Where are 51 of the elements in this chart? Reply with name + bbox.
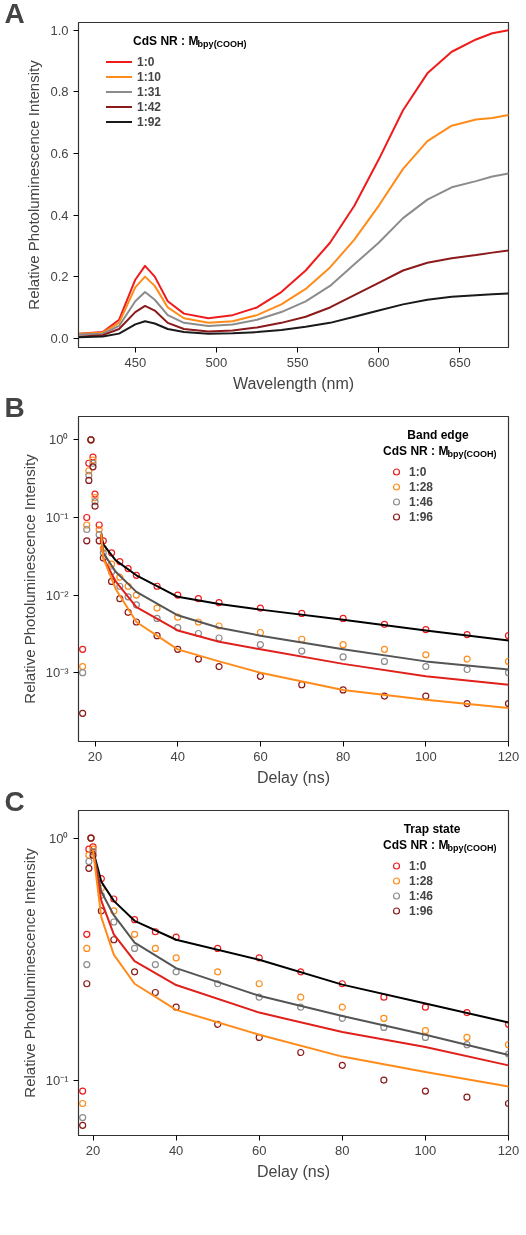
x-tick-label: 600 <box>367 354 390 370</box>
y-tick-label: 0.6 <box>50 145 69 161</box>
x-tick-label: 40 <box>170 748 185 764</box>
y-tick-label: 10⁻¹ <box>45 1072 70 1088</box>
legend-label: 1:96 <box>409 509 434 524</box>
y-tick-label: 10⁻¹ <box>45 509 70 525</box>
x-tick-label: 20 <box>87 748 103 764</box>
legend-label: 1:46 <box>409 494 434 509</box>
x-tick-label: 120 <box>497 1142 520 1158</box>
x-tick-label: 60 <box>253 748 268 764</box>
x-axis-title: Delay (ns) <box>257 1162 330 1180</box>
legend-label: 1:92 <box>137 114 162 129</box>
x-tick-label: 40 <box>168 1142 184 1158</box>
y-axis-title: Relative Photoluminescence Intensity <box>20 453 38 704</box>
x-tick-label: 650 <box>448 354 471 370</box>
x-tick-label: 20 <box>85 1142 101 1158</box>
y-tick-label: 10⁻² <box>45 587 70 603</box>
y-axis-title: Relative Photoluminescence Intensity <box>25 59 43 310</box>
legend-label: 1:31 <box>137 84 162 99</box>
x-tick-label: 500 <box>205 354 228 370</box>
y-tick-label: 0.0 <box>50 330 69 346</box>
legend-label: 1:10 <box>137 69 162 84</box>
legend-label: 1:96 <box>409 903 434 918</box>
y-tick-label: 0.2 <box>50 269 69 285</box>
y-tick-label: 10⁰ <box>49 830 69 846</box>
legend-label: 1:42 <box>137 99 162 114</box>
x-tick-label: 100 <box>414 748 437 764</box>
legend-label: 1:28 <box>409 873 434 888</box>
x-axis-title: Delay (ns) <box>257 768 330 786</box>
y-tick-label: 10⁰ <box>49 432 69 448</box>
y-tick-label: 0.4 <box>50 207 69 223</box>
x-tick-label: 80 <box>335 748 351 764</box>
legend-label: 1:0 <box>409 858 428 873</box>
y-tick-label: 1.0 <box>50 22 69 38</box>
legend-label: 1:46 <box>409 888 434 903</box>
x-tick-label: 550 <box>286 354 309 370</box>
x-tick-label: 60 <box>251 1142 267 1158</box>
legend-label: 1:0 <box>137 54 156 69</box>
legend-label: 1:28 <box>409 479 434 494</box>
chart-title: A <box>4 0 25 29</box>
x-axis-title: Wavelength (nm) <box>232 374 355 392</box>
x-tick-label: 450 <box>124 354 147 370</box>
y-tick-label: 0.8 <box>50 84 69 100</box>
x-tick-label: 80 <box>335 1142 350 1158</box>
x-tick-label: 100 <box>414 1142 437 1158</box>
chart-title: B <box>4 391 25 423</box>
x-tick-label: 120 <box>497 748 520 764</box>
legend-label: 1:0 <box>409 464 428 479</box>
chart-title: C <box>4 785 25 817</box>
y-tick-label: 10⁻³ <box>45 665 70 681</box>
y-axis-title: Relative Photoluminescence Intensity <box>20 847 38 1098</box>
